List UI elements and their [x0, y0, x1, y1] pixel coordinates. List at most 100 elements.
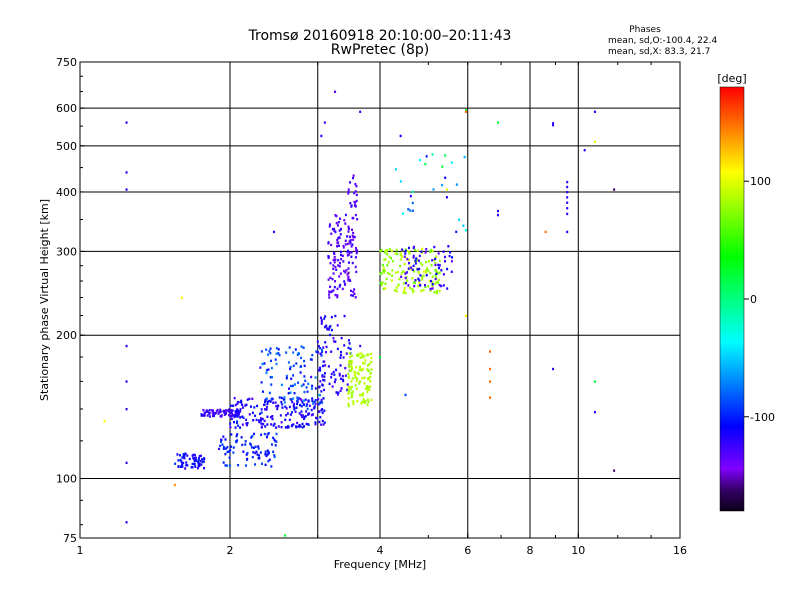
- data-point: [359, 110, 362, 114]
- data-point: [350, 365, 353, 369]
- data-point: [362, 400, 365, 403]
- data-point: [339, 250, 342, 254]
- data-point: [356, 217, 359, 221]
- plot-area: 1 2 4 6 8 10 16 750 600 500 400 300 200 100 75: [56, 56, 687, 557]
- data-point: [409, 209, 412, 212]
- data-point: [280, 421, 283, 424]
- data-point: [319, 366, 322, 369]
- data-point: [295, 362, 298, 365]
- data-point: [331, 290, 334, 293]
- data-point: [235, 440, 238, 444]
- data-point: [434, 262, 437, 265]
- data-point: [413, 270, 416, 273]
- data-point: [286, 425, 289, 428]
- data-point: [368, 388, 371, 391]
- data-point: [347, 192, 350, 195]
- data-point: [433, 291, 436, 294]
- data-point: [343, 314, 346, 318]
- data-point: [334, 280, 337, 283]
- data-point: [332, 337, 335, 340]
- data-point: [412, 264, 415, 268]
- data-point: [272, 436, 275, 440]
- data-point: [293, 402, 296, 406]
- data-point: [336, 347, 339, 351]
- data-point: [347, 402, 350, 406]
- data-point: [241, 406, 244, 409]
- data-point: [415, 257, 418, 260]
- data-point: [228, 464, 231, 467]
- data-point: [257, 445, 260, 448]
- data-point: [431, 284, 434, 288]
- data-point: [353, 200, 356, 204]
- data-point: [463, 155, 466, 159]
- data-point: [437, 263, 440, 267]
- data-point: [424, 269, 427, 272]
- data-point: [349, 289, 352, 293]
- data-point: [278, 353, 281, 357]
- data-point: [399, 253, 402, 257]
- data-point: [458, 218, 461, 221]
- data-point: [232, 404, 235, 407]
- data-point: [292, 423, 295, 426]
- data-point: [344, 222, 347, 225]
- data-point: [285, 377, 288, 380]
- data-point: [202, 414, 205, 417]
- data-point: [329, 276, 332, 279]
- data-point: [435, 255, 438, 258]
- data-point: [321, 401, 324, 404]
- data-point: [244, 440, 247, 443]
- data-point: [418, 254, 421, 258]
- data-point: [335, 214, 338, 218]
- data-point: [350, 380, 353, 383]
- data-point: [422, 270, 425, 273]
- data-point: [361, 361, 364, 365]
- data-point: [266, 423, 269, 426]
- data-point: [229, 411, 232, 414]
- data-point: [431, 153, 434, 156]
- data-point: [386, 248, 389, 252]
- data-point: [435, 272, 438, 276]
- data-point: [284, 418, 287, 421]
- data-point: [412, 289, 415, 293]
- colorbar-tick-label: -100: [750, 411, 775, 424]
- data-point: [337, 264, 340, 267]
- data-point: [338, 261, 341, 265]
- data-point: [403, 282, 406, 285]
- data-point: [310, 375, 313, 379]
- data-point: [347, 275, 350, 278]
- data-point: [419, 283, 422, 287]
- data-point: [380, 283, 383, 287]
- data-point: [256, 404, 259, 408]
- data-point: [257, 447, 260, 450]
- data-point: [354, 296, 357, 299]
- data-point: [323, 375, 326, 378]
- data-point: [338, 285, 341, 288]
- data-point: [234, 426, 237, 429]
- data-point: [267, 450, 270, 454]
- data-point: [323, 317, 326, 320]
- data-point: [431, 249, 434, 253]
- data-point: [270, 397, 273, 401]
- data-point: [353, 191, 356, 195]
- data-point: [386, 271, 389, 275]
- data-point: [272, 424, 275, 427]
- data-point: [349, 242, 352, 245]
- data-point: [259, 366, 262, 369]
- data-point: [344, 374, 347, 377]
- data-point: [381, 263, 384, 267]
- data-point: [349, 279, 352, 283]
- data-point: [242, 450, 245, 453]
- data-point: [431, 287, 434, 290]
- data-point: [300, 356, 303, 360]
- data-point: [354, 205, 357, 208]
- data-point: [316, 340, 319, 343]
- data-point: [266, 400, 269, 404]
- colorbar-gradient: [719, 86, 745, 512]
- y-tick-label: 600: [56, 102, 77, 115]
- data-point: [321, 375, 324, 378]
- data-point: [294, 348, 297, 351]
- data-point: [244, 443, 247, 446]
- data-point: [271, 397, 274, 401]
- data-point: [330, 232, 333, 235]
- data-point: [221, 443, 224, 446]
